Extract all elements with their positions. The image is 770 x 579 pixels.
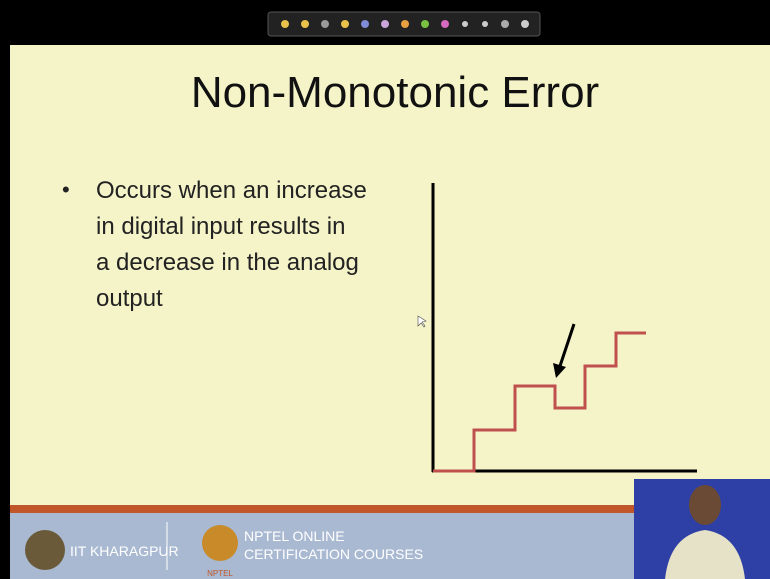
institute-name: IIT KHARAGPUR (70, 543, 179, 559)
bullet-line: Occurs when an increase (96, 177, 367, 204)
bullet: • (62, 177, 70, 202)
slide-title: Non-Monotonic Error (191, 68, 599, 117)
presenter-head (689, 485, 721, 525)
bullet-line: output (96, 285, 163, 312)
screen: Non-Monotonic Error • Occurs when an inc… (0, 0, 770, 579)
bullet-line: in digital input results in (96, 213, 345, 240)
nptel-line: CERTIFICATION COURSES (244, 546, 423, 562)
nptel-logo-text: NPTEL (207, 569, 233, 578)
iit-logo (25, 530, 65, 570)
nptel-line: NPTEL ONLINE (244, 528, 345, 544)
page: Non-Monotonic Error • Occurs when an inc… (0, 0, 770, 579)
bullet-line: a decrease in the analog (96, 249, 359, 276)
nptel-logo (202, 525, 238, 561)
